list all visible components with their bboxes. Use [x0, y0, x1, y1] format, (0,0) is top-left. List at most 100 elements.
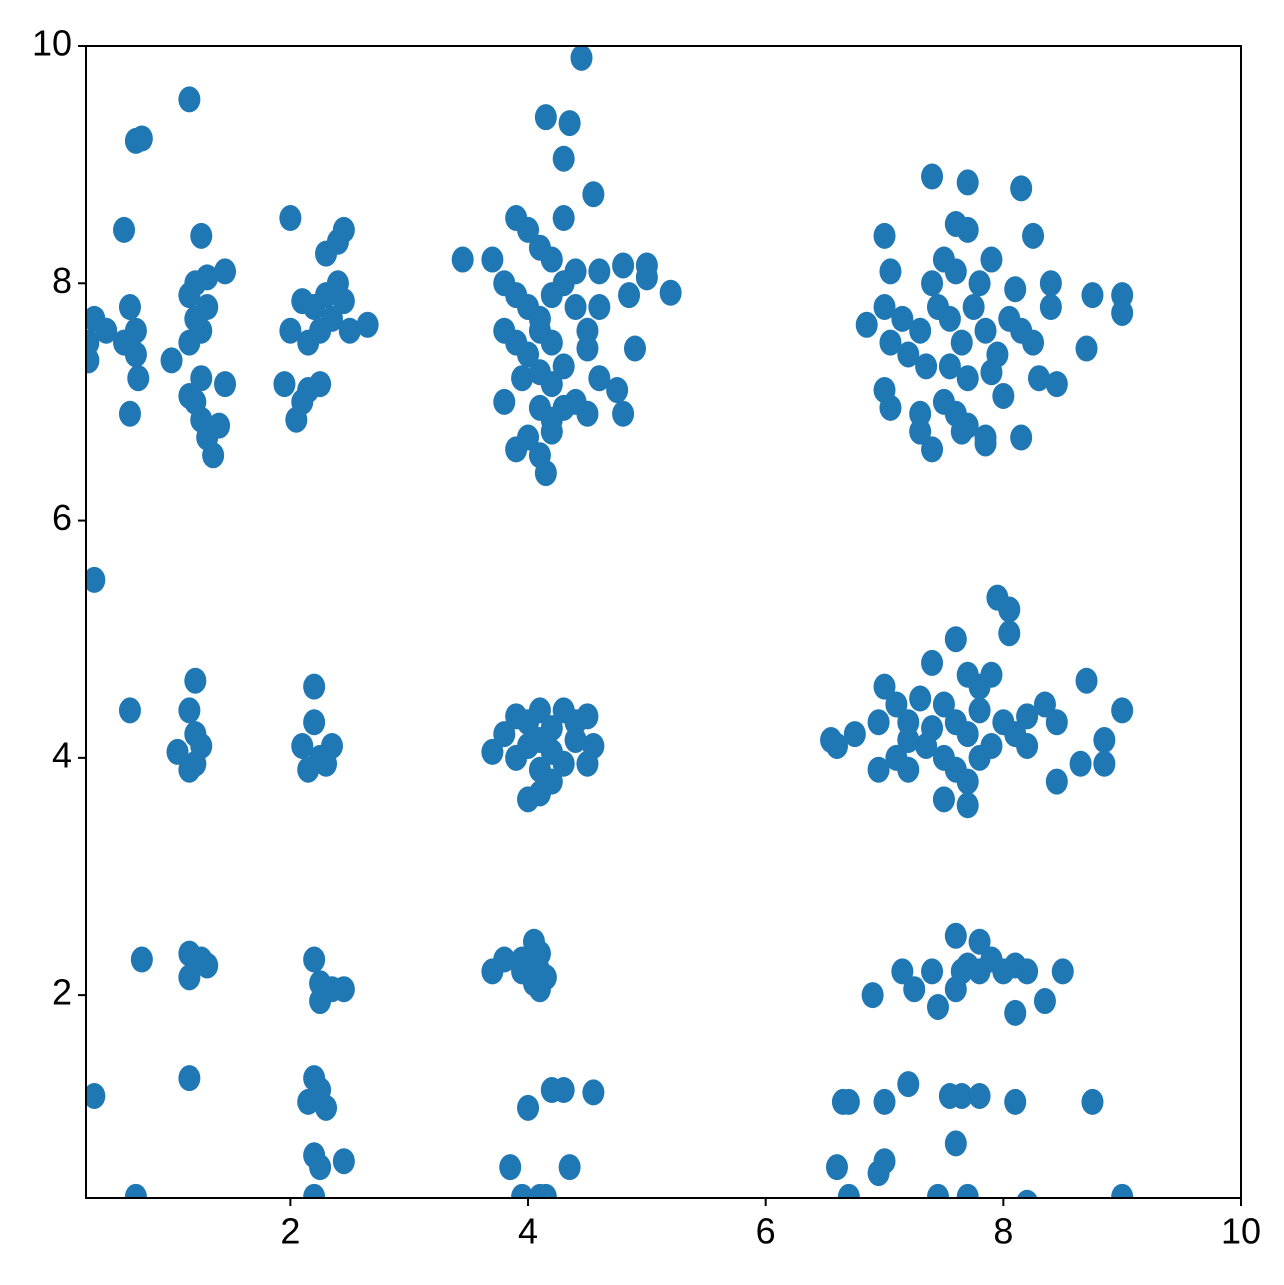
scatter-point [86, 1082, 106, 1109]
scatter-point [166, 738, 189, 765]
scatter-point [582, 1079, 605, 1106]
scatter-point [1069, 750, 1092, 777]
scatter-point [540, 329, 563, 356]
scatter-point [528, 976, 551, 1003]
scatter-point [1111, 282, 1134, 309]
scatter-point [873, 294, 896, 321]
scatter-point [291, 732, 314, 759]
scatter-point [517, 1094, 540, 1121]
scatter-point [576, 317, 599, 344]
scatter-point [184, 667, 207, 694]
scatter-point [564, 727, 587, 754]
scatter-point [190, 222, 213, 249]
scatter-point [552, 270, 575, 297]
scatter-point [891, 305, 914, 332]
scatter-point [534, 1183, 557, 1198]
scatter-point [909, 418, 932, 445]
scatter-point [588, 294, 611, 321]
scatter-point [974, 430, 997, 457]
scatter-point [540, 246, 563, 273]
scatter-point [926, 1183, 949, 1198]
scatter-point [540, 418, 563, 445]
scatter-point [303, 946, 326, 973]
scatter-point [552, 394, 575, 421]
scatter-point [214, 371, 237, 398]
scatter-point [511, 958, 534, 985]
scatter-point [968, 928, 991, 955]
scatter-point [921, 715, 944, 742]
scatter-point [178, 382, 201, 409]
x-tick-label: 8 [993, 1211, 1013, 1252]
scatter-point [552, 750, 575, 777]
scatter-point [1027, 365, 1050, 392]
scatter-point [938, 305, 961, 332]
scatter-point [570, 46, 593, 71]
scatter-point [897, 341, 920, 368]
scatter-point [451, 246, 474, 273]
scatter-point [968, 1082, 991, 1109]
scatter-point [511, 365, 534, 392]
scatter-point [1016, 1189, 1038, 1198]
scatter-point [588, 365, 611, 392]
scatter-point [950, 418, 973, 445]
scatter-point [825, 732, 848, 759]
scatter-point [867, 709, 890, 736]
scatter-point [196, 264, 219, 291]
scatter-point [825, 1154, 848, 1181]
scatter-point [1111, 697, 1134, 724]
scatter-point [1022, 329, 1045, 356]
scatter-point [843, 721, 866, 748]
scatter-point [86, 347, 100, 374]
scatter-point [297, 756, 320, 783]
scatter-point [1004, 1088, 1027, 1115]
scatter-point [511, 1183, 534, 1198]
scatter-point [932, 786, 955, 813]
scatter-point [837, 1088, 860, 1115]
scatter-point [540, 371, 563, 398]
scatter-point [1010, 175, 1033, 202]
scatter-point [1004, 276, 1027, 303]
scatter-point [956, 365, 979, 392]
scatter-point [950, 1082, 973, 1109]
scatter-point [552, 1077, 575, 1104]
scatter-point [873, 1088, 896, 1115]
scatter-point [124, 1183, 147, 1198]
scatter-point [493, 946, 516, 973]
scatter-point [897, 727, 920, 754]
scatter-point [552, 205, 575, 232]
scatter-point [903, 976, 926, 1003]
scatter-point [540, 768, 563, 795]
scatter-point [606, 377, 629, 404]
scatter-point [315, 1094, 338, 1121]
scatter-point [1093, 727, 1116, 754]
scatter-point [968, 744, 991, 771]
scatter-point [309, 988, 332, 1015]
scatter-point [909, 400, 932, 427]
scatter-point [968, 270, 991, 297]
scatter-point [998, 620, 1021, 647]
scatter-point [1004, 999, 1027, 1026]
scatter-point [279, 317, 302, 344]
scatter-point [855, 311, 878, 338]
scatter-point [1010, 424, 1033, 451]
scatter-point [481, 246, 504, 273]
x-tick-label: 4 [518, 1211, 538, 1252]
scatter-point [127, 365, 150, 392]
scatter-point [956, 1183, 979, 1198]
scatter-point [481, 738, 504, 765]
scatter-point [517, 341, 540, 368]
scatter-point [867, 756, 890, 783]
scatter-point [576, 335, 599, 362]
scatter-point [588, 258, 611, 285]
scatter-point [528, 940, 551, 967]
scatter-point [909, 317, 932, 344]
x-tick-label: 2 [280, 1211, 300, 1252]
scatter-point [178, 329, 201, 356]
scatter-point [1045, 768, 1068, 795]
scatter-point [564, 294, 587, 321]
scatter-point [505, 436, 528, 463]
scatter-point [1045, 709, 1068, 736]
scatter-point [196, 294, 219, 321]
scatter-point [273, 371, 296, 398]
